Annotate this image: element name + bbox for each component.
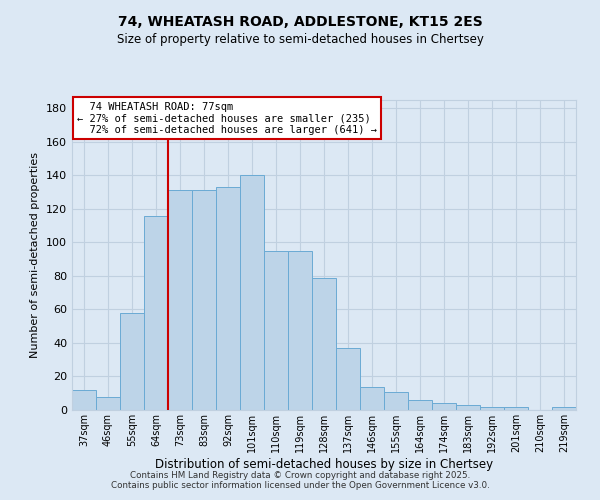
- Bar: [384, 392, 408, 410]
- X-axis label: Distribution of semi-detached houses by size in Chertsey: Distribution of semi-detached houses by …: [155, 458, 493, 470]
- Bar: [336, 348, 360, 410]
- Bar: [408, 400, 432, 410]
- Bar: [288, 251, 312, 410]
- Bar: [168, 190, 192, 410]
- Text: Contains HM Land Registry data © Crown copyright and database right 2025.
Contai: Contains HM Land Registry data © Crown c…: [110, 470, 490, 490]
- Bar: [120, 313, 144, 410]
- Bar: [480, 406, 504, 410]
- Bar: [456, 405, 480, 410]
- Bar: [360, 386, 384, 410]
- Bar: [72, 390, 96, 410]
- Bar: [216, 187, 240, 410]
- Bar: [432, 404, 456, 410]
- Text: Size of property relative to semi-detached houses in Chertsey: Size of property relative to semi-detach…: [116, 32, 484, 46]
- Bar: [552, 406, 576, 410]
- Text: 74, WHEATASH ROAD, ADDLESTONE, KT15 2ES: 74, WHEATASH ROAD, ADDLESTONE, KT15 2ES: [118, 15, 482, 29]
- Bar: [144, 216, 168, 410]
- Bar: [312, 278, 336, 410]
- Bar: [504, 406, 528, 410]
- Y-axis label: Number of semi-detached properties: Number of semi-detached properties: [31, 152, 40, 358]
- Bar: [96, 396, 120, 410]
- Bar: [240, 176, 264, 410]
- Bar: [264, 251, 288, 410]
- Text: 74 WHEATASH ROAD: 77sqm
← 27% of semi-detached houses are smaller (235)
  72% of: 74 WHEATASH ROAD: 77sqm ← 27% of semi-de…: [77, 102, 377, 134]
- Bar: [192, 190, 216, 410]
